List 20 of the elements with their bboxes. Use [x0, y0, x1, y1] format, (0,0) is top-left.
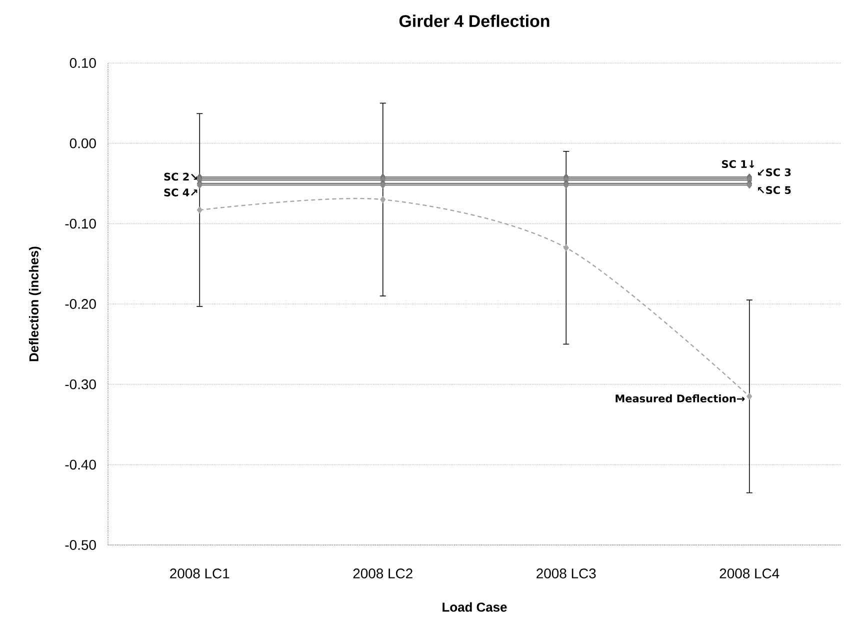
chart-title: Girder 4 Deflection: [399, 14, 550, 28]
y-tick-label: 0.10: [70, 58, 96, 68]
y-tick-label: 0.00: [70, 138, 96, 148]
x-tick-label: 2008 LC1: [170, 568, 230, 578]
annotation: Measured Deflection→: [616, 394, 745, 402]
y-tick-label: -0.20: [65, 299, 96, 309]
annotation: SC 1↓: [722, 160, 754, 168]
x-tick-label: 2008 LC4: [720, 568, 780, 578]
annotation: SC 2↘: [164, 172, 198, 181]
annotation: SC 4↗: [164, 188, 198, 196]
x-axis-title: Load Case: [442, 602, 507, 612]
x-tick-label: 2008 LC2: [353, 568, 412, 578]
x-tick-label: 2008 LC3: [536, 568, 596, 578]
annotation: ↙SC 3: [758, 168, 791, 176]
y-tick-label: -0.30: [65, 379, 96, 390]
y-axis-title: Deflection (inches): [28, 246, 42, 362]
y-tick-label: -0.10: [65, 218, 96, 229]
y-tick-label: -0.50: [65, 540, 96, 550]
annotation: ↖SC 5: [758, 186, 791, 194]
y-tick-label: -0.40: [65, 460, 96, 470]
